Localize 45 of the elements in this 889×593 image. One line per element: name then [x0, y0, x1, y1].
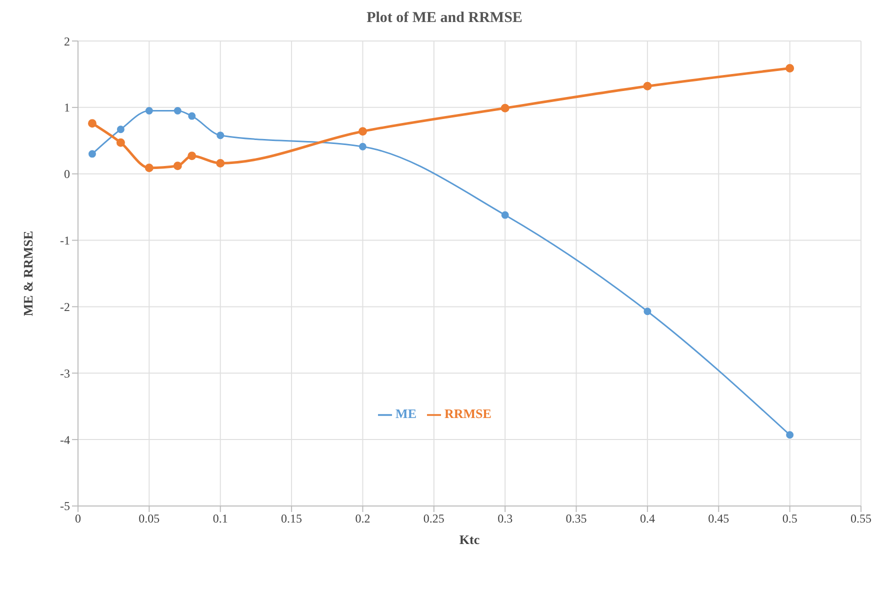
x-tick-label: 0 [75, 512, 81, 526]
legend-label: ME [396, 406, 416, 421]
point [501, 211, 509, 219]
x-tick-label: 0.25 [423, 512, 444, 526]
point [358, 127, 367, 136]
x-axis-title: Ktc [459, 532, 480, 547]
point [145, 107, 153, 114]
x-tick-label: 0.05 [138, 512, 160, 526]
point [216, 158, 225, 168]
point [173, 162, 182, 170]
x-tick-label: 0.35 [566, 512, 587, 526]
point [116, 138, 125, 147]
point [174, 107, 182, 114]
point [644, 308, 652, 316]
point [500, 104, 510, 112]
x-tick-label: 0.45 [708, 512, 730, 526]
y-tick-label: -2 [60, 300, 70, 314]
point [786, 64, 794, 72]
x-tick-label: 0.3 [498, 512, 513, 526]
x-tick-label: 0.15 [281, 512, 302, 526]
x-tick-label: 0.5 [782, 512, 798, 526]
point [88, 150, 96, 158]
legend-label: RRMSE [444, 406, 492, 421]
y-tick-label: -4 [60, 432, 70, 447]
y-tick-label: -5 [60, 499, 70, 514]
chart-title: Plot of ME and RRMSE [366, 10, 524, 27]
point [188, 152, 196, 160]
point [358, 142, 366, 150]
point [188, 112, 196, 120]
point [88, 119, 96, 128]
x-tick-label: 0.2 [355, 512, 370, 526]
point [216, 132, 224, 140]
point [786, 431, 794, 439]
x-tick-label: 0.1 [212, 512, 228, 526]
y-tick-label: -1 [60, 234, 70, 248]
y-tick-label: 0 [64, 167, 70, 182]
point [144, 164, 154, 172]
y-tick-label: 1 [64, 100, 70, 115]
x-tick-label: 0.4 [640, 512, 655, 526]
y-tick-label: -3 [60, 366, 70, 380]
y-tick-label: 2 [64, 34, 70, 48]
point [116, 126, 124, 134]
point [643, 82, 652, 90]
x-tick-label: 0.55 [850, 512, 872, 526]
y-axis-title: ME & RRMSE [20, 230, 36, 316]
